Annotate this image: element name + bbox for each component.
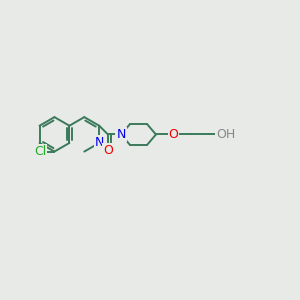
Text: O: O xyxy=(103,144,113,157)
Text: N: N xyxy=(116,128,126,141)
Text: N: N xyxy=(94,136,104,149)
Text: OH: OH xyxy=(216,128,235,141)
Text: O: O xyxy=(169,128,178,141)
Text: Cl: Cl xyxy=(34,145,46,158)
